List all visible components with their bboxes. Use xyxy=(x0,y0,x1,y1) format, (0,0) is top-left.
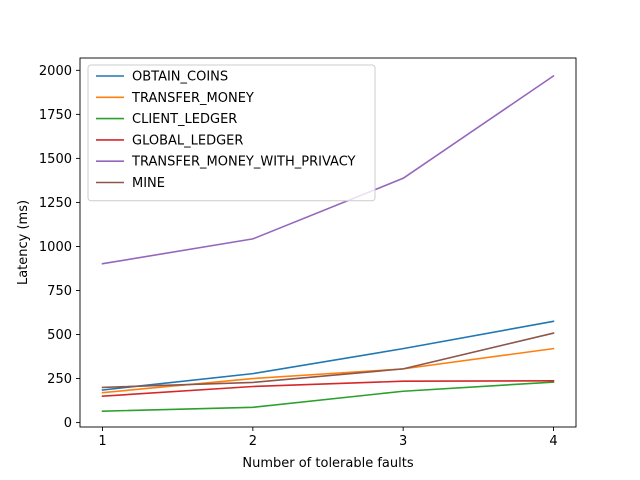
y-tick-label: 250 xyxy=(47,372,72,387)
series-line-obtain-coins xyxy=(101,320,555,391)
axes-frame xyxy=(79,57,577,428)
y-tick-label: 1500 xyxy=(39,152,72,167)
y-tick-label: 500 xyxy=(47,328,72,343)
x-tick-label: 4 xyxy=(549,434,557,449)
y-tick-label: 1000 xyxy=(39,240,72,255)
legend-label: OBTAIN_COINS xyxy=(132,70,228,85)
series-line-client-ledger xyxy=(101,381,555,412)
y-axis-label: Latency (ms) xyxy=(16,200,31,285)
legend-label: CLIENT_LEDGER xyxy=(132,112,237,127)
series-line-mine xyxy=(101,332,555,389)
legend-frame xyxy=(87,64,376,202)
y-tick-label: 0 xyxy=(64,416,72,431)
x-tick-label: 3 xyxy=(399,434,407,449)
x-axis-label: Number of tolerable faults xyxy=(242,456,413,471)
axes: 1 2 3 4 0 250 500 750 1000 1250 1500 1750 2000 xyxy=(39,57,577,449)
plot-area xyxy=(101,74,555,412)
legend-label: MINE xyxy=(132,176,165,191)
series-line-transfer-money-with-privacy xyxy=(101,74,555,265)
y-tick-label: 2000 xyxy=(39,64,72,79)
y-tick-label: 1250 xyxy=(39,196,72,211)
legend: OBTAIN_COINS TRANSFER_MONEY CLIENT_LEDGER G… xyxy=(87,64,376,202)
x-tick-label: 2 xyxy=(249,434,257,449)
legend-label: TRANSFER_MONEY xyxy=(131,91,254,106)
y-tick-label: 750 xyxy=(47,284,72,299)
legend-label: TRANSFER_MONEY_WITH_PRIVACY xyxy=(131,155,356,170)
y-tick-label: 1750 xyxy=(39,108,72,123)
legend-label: GLOBAL_LEDGER xyxy=(132,133,243,148)
series-line-global-ledger xyxy=(101,380,555,398)
x-tick-label: 1 xyxy=(98,434,106,449)
